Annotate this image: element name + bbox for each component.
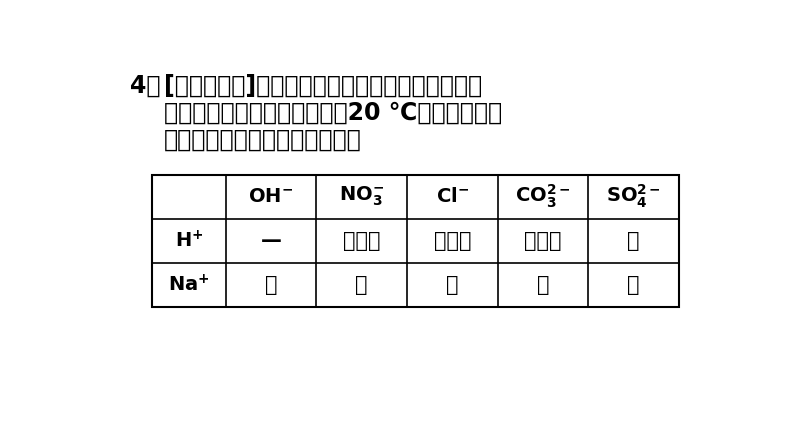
Text: —: — <box>260 231 281 251</box>
Text: $\mathregular{OH^{-}}$: $\mathregular{OH^{-}}$ <box>249 187 294 206</box>
Text: 溶、挥: 溶、挥 <box>524 231 561 251</box>
Text: $\mathregular{CO_3^{2-}}$: $\mathregular{CO_3^{2-}}$ <box>515 183 571 210</box>
Text: 溶、挥: 溶、挥 <box>434 231 471 251</box>
Text: [教材改编题]酸碱盐溶解性表是学习化学的重要工: [教材改编题]酸碱盐溶解性表是学习化学的重要工 <box>164 74 482 98</box>
Text: 溶: 溶 <box>446 275 458 295</box>
Text: $\mathregular{Cl^{-}}$: $\mathregular{Cl^{-}}$ <box>436 187 468 206</box>
Text: $\mathregular{H^{+}}$: $\mathregular{H^{+}}$ <box>175 230 203 251</box>
Text: 溶: 溶 <box>537 275 549 295</box>
Text: 溶: 溶 <box>264 275 277 295</box>
Text: 溶: 溶 <box>627 231 640 251</box>
Text: 溶: 溶 <box>356 275 368 295</box>
Text: $\mathregular{Na^{+}}$: $\mathregular{Na^{+}}$ <box>168 274 210 295</box>
Text: 能利用此表完成下列的任务吗？: 能利用此表完成下列的任务吗？ <box>164 128 361 152</box>
Text: 溶: 溶 <box>627 275 640 295</box>
Text: 具。下表列出了部分酸碱盐在20 ℃的溶解性。你: 具。下表列出了部分酸碱盐在20 ℃的溶解性。你 <box>164 101 502 125</box>
Bar <box>152 174 679 307</box>
Text: $\mathregular{SO_4^{2-}}$: $\mathregular{SO_4^{2-}}$ <box>606 183 661 210</box>
Text: 4．: 4． <box>130 74 160 98</box>
Text: $\mathregular{NO_3^{-}}$: $\mathregular{NO_3^{-}}$ <box>339 185 384 208</box>
Text: 溶、挥: 溶、挥 <box>343 231 380 251</box>
